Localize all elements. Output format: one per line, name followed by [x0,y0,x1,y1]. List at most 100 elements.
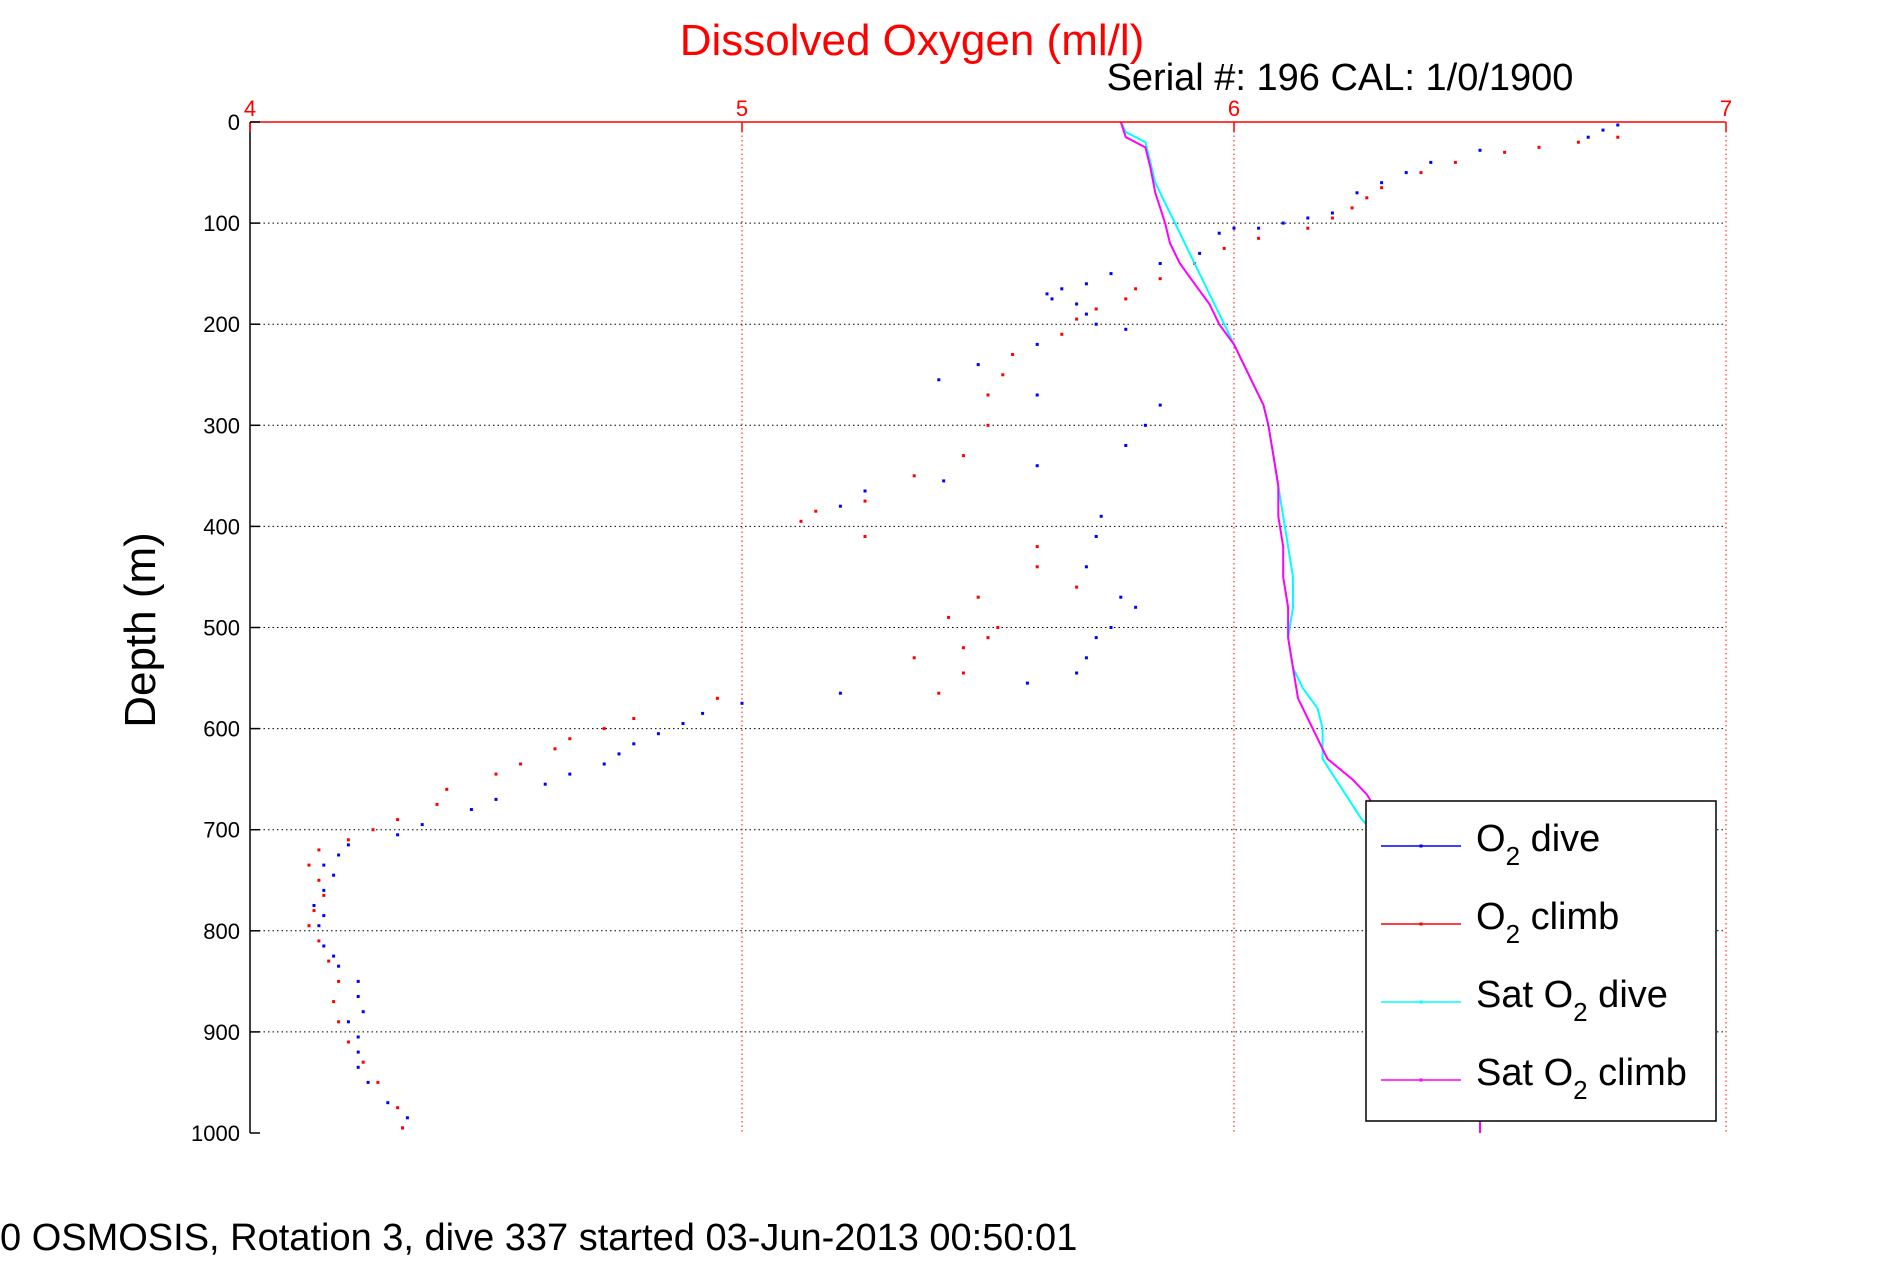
data-point [1075,302,1079,306]
y-tick-label: 700 [203,818,240,843]
data-point [1350,206,1354,210]
data-point [1124,297,1128,301]
y-tick-label: 100 [203,211,240,236]
data-point [1616,135,1620,139]
data-point [1035,464,1039,468]
y-tick-label: 1000 [191,1121,240,1146]
data-point [337,853,341,857]
data-point [435,802,439,806]
data-point [494,772,498,776]
y-tick-label: 0 [228,110,240,135]
data-point [947,615,951,619]
data-point [838,691,842,695]
data-point [1355,191,1359,195]
y-axis-label: Depth (m) [116,532,165,728]
legend-entry-sat-o2-dive: Sat O2 dive [1381,974,1668,1027]
data-point [1306,216,1310,220]
data-point [1045,292,1049,296]
data-point [632,717,636,720]
legend-marker [1419,922,1423,926]
x-tick-label: 5 [736,96,748,121]
x-tick-label: 6 [1228,96,1240,121]
data-point [337,1020,341,1024]
data-point [863,489,867,493]
data-point [469,808,473,811]
data-point [1011,353,1015,356]
data-point [1094,636,1098,640]
data-point [1109,626,1113,629]
data-point [322,914,326,918]
data-point [1198,251,1202,255]
data-point [1503,150,1507,154]
data-point [1453,160,1457,164]
data-point [332,873,336,877]
data-point [1134,605,1138,609]
data-point [1158,262,1162,265]
data-point [346,1020,350,1024]
data-point [1060,287,1064,291]
data-point [937,378,941,382]
y-tick-label: 400 [203,514,240,539]
data-point [371,828,375,832]
data-point [1232,226,1236,230]
data-point [401,1126,404,1130]
data-point [317,924,321,928]
y-tick-label: 500 [203,616,240,641]
data-point [632,742,636,746]
data-point [1404,171,1408,175]
data-point [1119,595,1123,599]
data-point [1084,282,1088,286]
data-point [322,893,326,897]
legend-entry-o2-climb: O2 climb [1381,896,1619,949]
data-point [1380,186,1384,190]
data-point [307,863,311,867]
data-point [976,595,980,599]
data-point [1001,373,1005,377]
data-point [312,904,316,907]
data-point [986,636,990,640]
data-point [420,823,424,827]
data-point [961,454,965,458]
data-point [396,833,400,837]
x-tick-label: 4 [244,96,256,121]
data-point [617,752,621,756]
data-point [322,888,326,892]
data-point [986,423,990,427]
series-o2-climb [307,135,1620,1130]
data-point [912,656,916,660]
data-point [1084,312,1088,316]
legend-marker [1419,844,1423,848]
legend: O2 dive O2 climb Sat O2 dive Sat O2 climb [1365,800,1717,1122]
data-point [356,1035,360,1039]
data-point [332,954,336,958]
data-point [1158,277,1162,281]
y-tick-label: 900 [203,1020,240,1045]
data-point [356,979,360,983]
data-point [1222,246,1226,250]
y-tick-label: 200 [203,312,240,337]
series-line-sat-o2-dive [1119,121,1383,841]
data-point [1537,145,1541,149]
data-point [1365,196,1369,200]
data-point [996,626,1000,629]
data-point [317,848,321,852]
data-point [1134,287,1138,291]
footer-caption: 0 OSMOSIS, Rotation 3, dive 337 started … [0,1217,1077,1259]
data-point [568,737,572,741]
data-point [322,863,326,867]
data-point [1094,307,1098,311]
data-point [1601,128,1605,132]
data-point [799,519,803,523]
data-point [1075,317,1079,321]
data-point [986,393,990,397]
data-point [361,1010,365,1014]
data-point [1025,681,1029,685]
data-point [327,959,331,963]
data-point [1075,671,1079,675]
data-point [356,1050,360,1054]
data-point [386,1101,390,1105]
series-o2-dive [312,123,1620,1130]
legend-box [1365,800,1717,1122]
data-point [1158,403,1162,407]
